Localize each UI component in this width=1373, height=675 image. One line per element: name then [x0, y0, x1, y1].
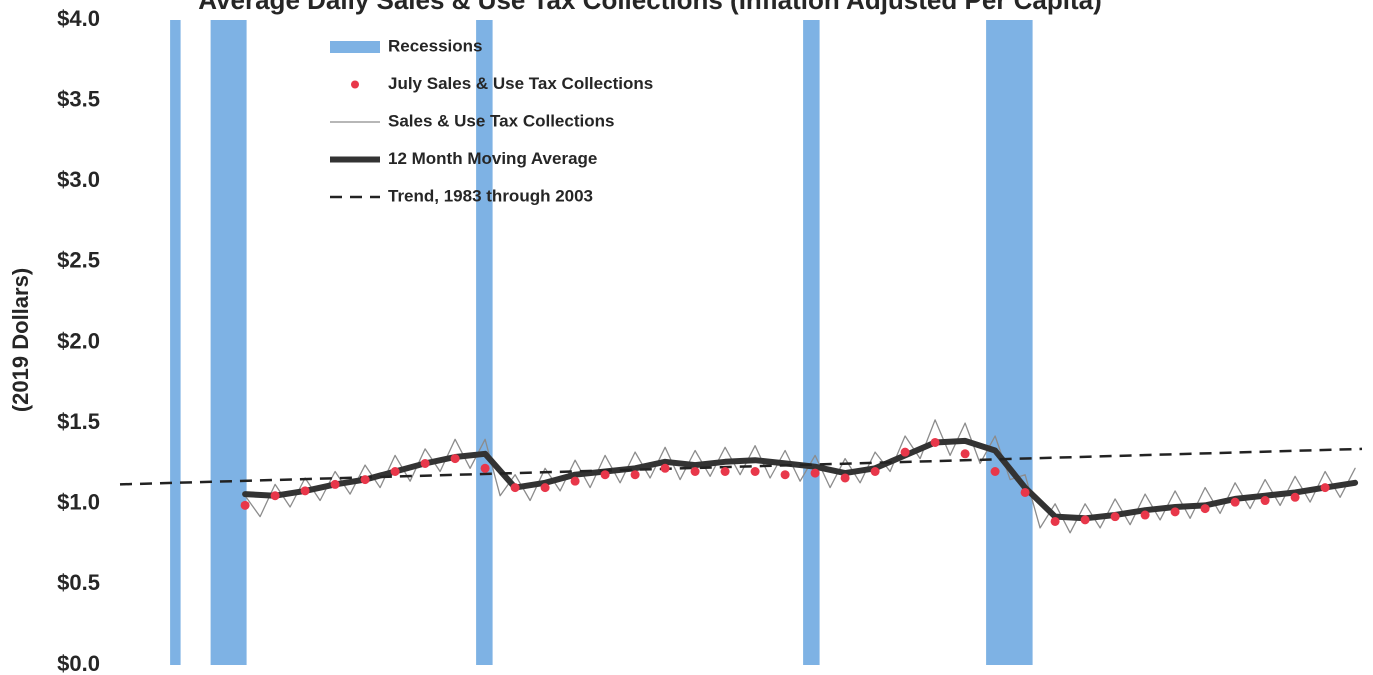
july-point	[1200, 504, 1210, 514]
july-point	[600, 470, 610, 480]
recession-band	[803, 20, 820, 665]
july-point	[1260, 496, 1270, 506]
july-point	[900, 447, 910, 457]
july-point	[450, 454, 460, 464]
y-tick-label: $0.0	[57, 651, 100, 675]
july-point	[660, 463, 670, 473]
july-point	[1230, 497, 1240, 507]
july-point	[780, 470, 790, 480]
y-tick-label: $4.0	[57, 6, 100, 31]
y-tick-label: $0.5	[57, 570, 100, 595]
legend-label: Sales & Use Tax Collections	[388, 111, 614, 130]
y-tick-label: $3.0	[57, 167, 100, 192]
july-point	[1170, 507, 1180, 517]
july-point	[360, 475, 370, 485]
series-line	[242, 437, 1359, 522]
july-point	[1080, 515, 1090, 525]
july-point	[1140, 510, 1150, 520]
july-point	[990, 467, 1000, 476]
recession-band	[986, 20, 1033, 665]
july-point	[930, 437, 940, 447]
july-point	[720, 467, 730, 476]
july-point	[300, 486, 310, 496]
series-line	[119, 447, 1363, 486]
legend-label: July Sales & Use Tax Collections	[388, 74, 653, 93]
legend-swatch	[330, 41, 380, 53]
july-point	[330, 479, 340, 489]
july-point	[870, 467, 880, 476]
july-point	[840, 473, 850, 483]
july-point	[690, 467, 700, 476]
july-point	[1020, 487, 1030, 497]
y-tick-label: $1.0	[57, 490, 100, 515]
chart-title: Average Daily Sales & Use Tax Collection…	[198, 0, 1102, 15]
july-point	[1110, 512, 1120, 522]
y-tick-label: $2.5	[57, 248, 100, 273]
july-point	[240, 500, 250, 510]
july-point	[750, 467, 760, 476]
july-point	[570, 476, 580, 486]
series-line	[244, 419, 1356, 534]
legend-label: 12 Month Moving Average	[388, 149, 597, 168]
july-point	[1050, 516, 1060, 526]
july-point	[420, 458, 430, 468]
july-point	[540, 483, 550, 493]
july-point	[390, 467, 400, 476]
y-tick-label: $3.5	[57, 86, 100, 111]
y-tick-label: $1.5	[57, 409, 100, 434]
july-point	[1290, 492, 1300, 502]
july-point	[480, 463, 490, 473]
legend-marker	[351, 80, 359, 89]
legend-label: Recessions	[388, 36, 483, 55]
july-point	[810, 468, 820, 478]
recession-band	[210, 20, 247, 665]
july-point	[1320, 483, 1330, 493]
july-point	[630, 470, 640, 480]
july-point	[960, 449, 970, 459]
legend-label: Trend, 1983 through 2003	[388, 186, 593, 205]
y-axis-label: (2019 Dollars)	[8, 268, 33, 412]
recession-band	[476, 20, 493, 665]
july-point	[510, 483, 520, 493]
y-tick-label: $2.0	[57, 328, 100, 353]
july-point	[270, 491, 280, 501]
recession-band	[170, 20, 181, 665]
